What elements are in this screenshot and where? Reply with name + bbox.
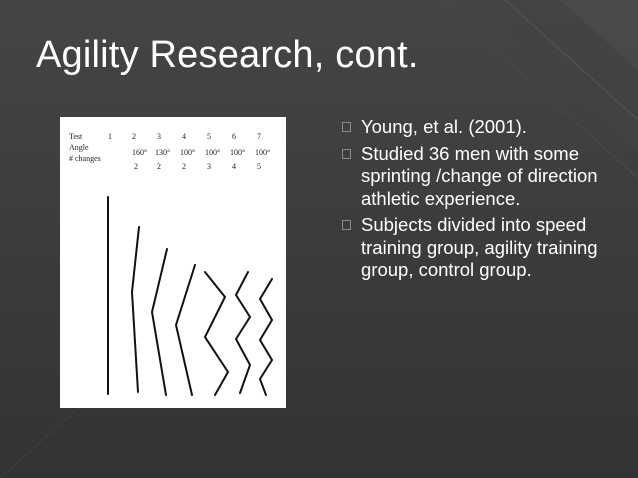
col-6-angle: 100° (230, 148, 245, 157)
col-5-test: 5 (207, 132, 211, 141)
col-3-changes: 2 (157, 162, 161, 171)
col-7-angle: 100° (255, 148, 270, 157)
course-path-5 (203, 271, 230, 396)
bullet-text: Subjects divided into speed training gro… (361, 214, 598, 280)
col-7-test: 7 (257, 132, 261, 141)
col-4-angle: 100° (180, 148, 195, 157)
square-bullet-icon (342, 122, 351, 132)
bullet-text: Young, et al. (2001). (361, 116, 527, 137)
course-path-3 (150, 248, 168, 396)
col-6-test: 6 (232, 132, 236, 141)
col-7-changes: 5 (257, 162, 261, 171)
header-test-label: Test (69, 132, 83, 141)
course-path-7 (258, 278, 274, 396)
col-3-angle: 130° (155, 148, 170, 157)
course-path-6 (234, 271, 252, 394)
col-2-test: 2 (132, 132, 136, 141)
course-diagram: Test Angle # changes 1 2 160° 2 3 130° 2… (69, 132, 274, 396)
col-5-angle: 100° (205, 148, 220, 157)
square-bullet-icon (342, 220, 351, 230)
header-angle-label: Angle (69, 143, 89, 152)
bullet-list: Young, et al. (2001). Studied 36 men wit… (340, 116, 610, 286)
col-6-changes: 4 (232, 162, 236, 171)
col-2-changes: 2 (134, 162, 138, 171)
col-5-changes: 3 (207, 162, 211, 171)
col-3-test: 3 (157, 132, 161, 141)
bullet-text: Studied 36 men with some sprinting /chan… (361, 142, 598, 209)
agility-test-figure: Test Angle # changes 1 2 160° 2 3 130° 2… (60, 117, 286, 408)
col-4-changes: 2 (182, 162, 186, 171)
bullet-item: Studied 36 men with some sprinting /chan… (340, 143, 610, 211)
col-2-angle: 160° (132, 148, 147, 157)
square-bullet-icon (342, 148, 351, 159)
bullet-item: Young, et al. (2001). (340, 116, 610, 139)
col-4-test: 4 (182, 132, 186, 141)
bullet-item: Subjects divided into speed training gro… (340, 214, 610, 282)
course-path-2 (130, 226, 140, 393)
slide-title: Agility Research, cont. (36, 34, 419, 76)
col-1-test: 1 (108, 132, 112, 141)
header-changes-label: # changes (69, 154, 101, 163)
course-path-4 (174, 264, 196, 396)
